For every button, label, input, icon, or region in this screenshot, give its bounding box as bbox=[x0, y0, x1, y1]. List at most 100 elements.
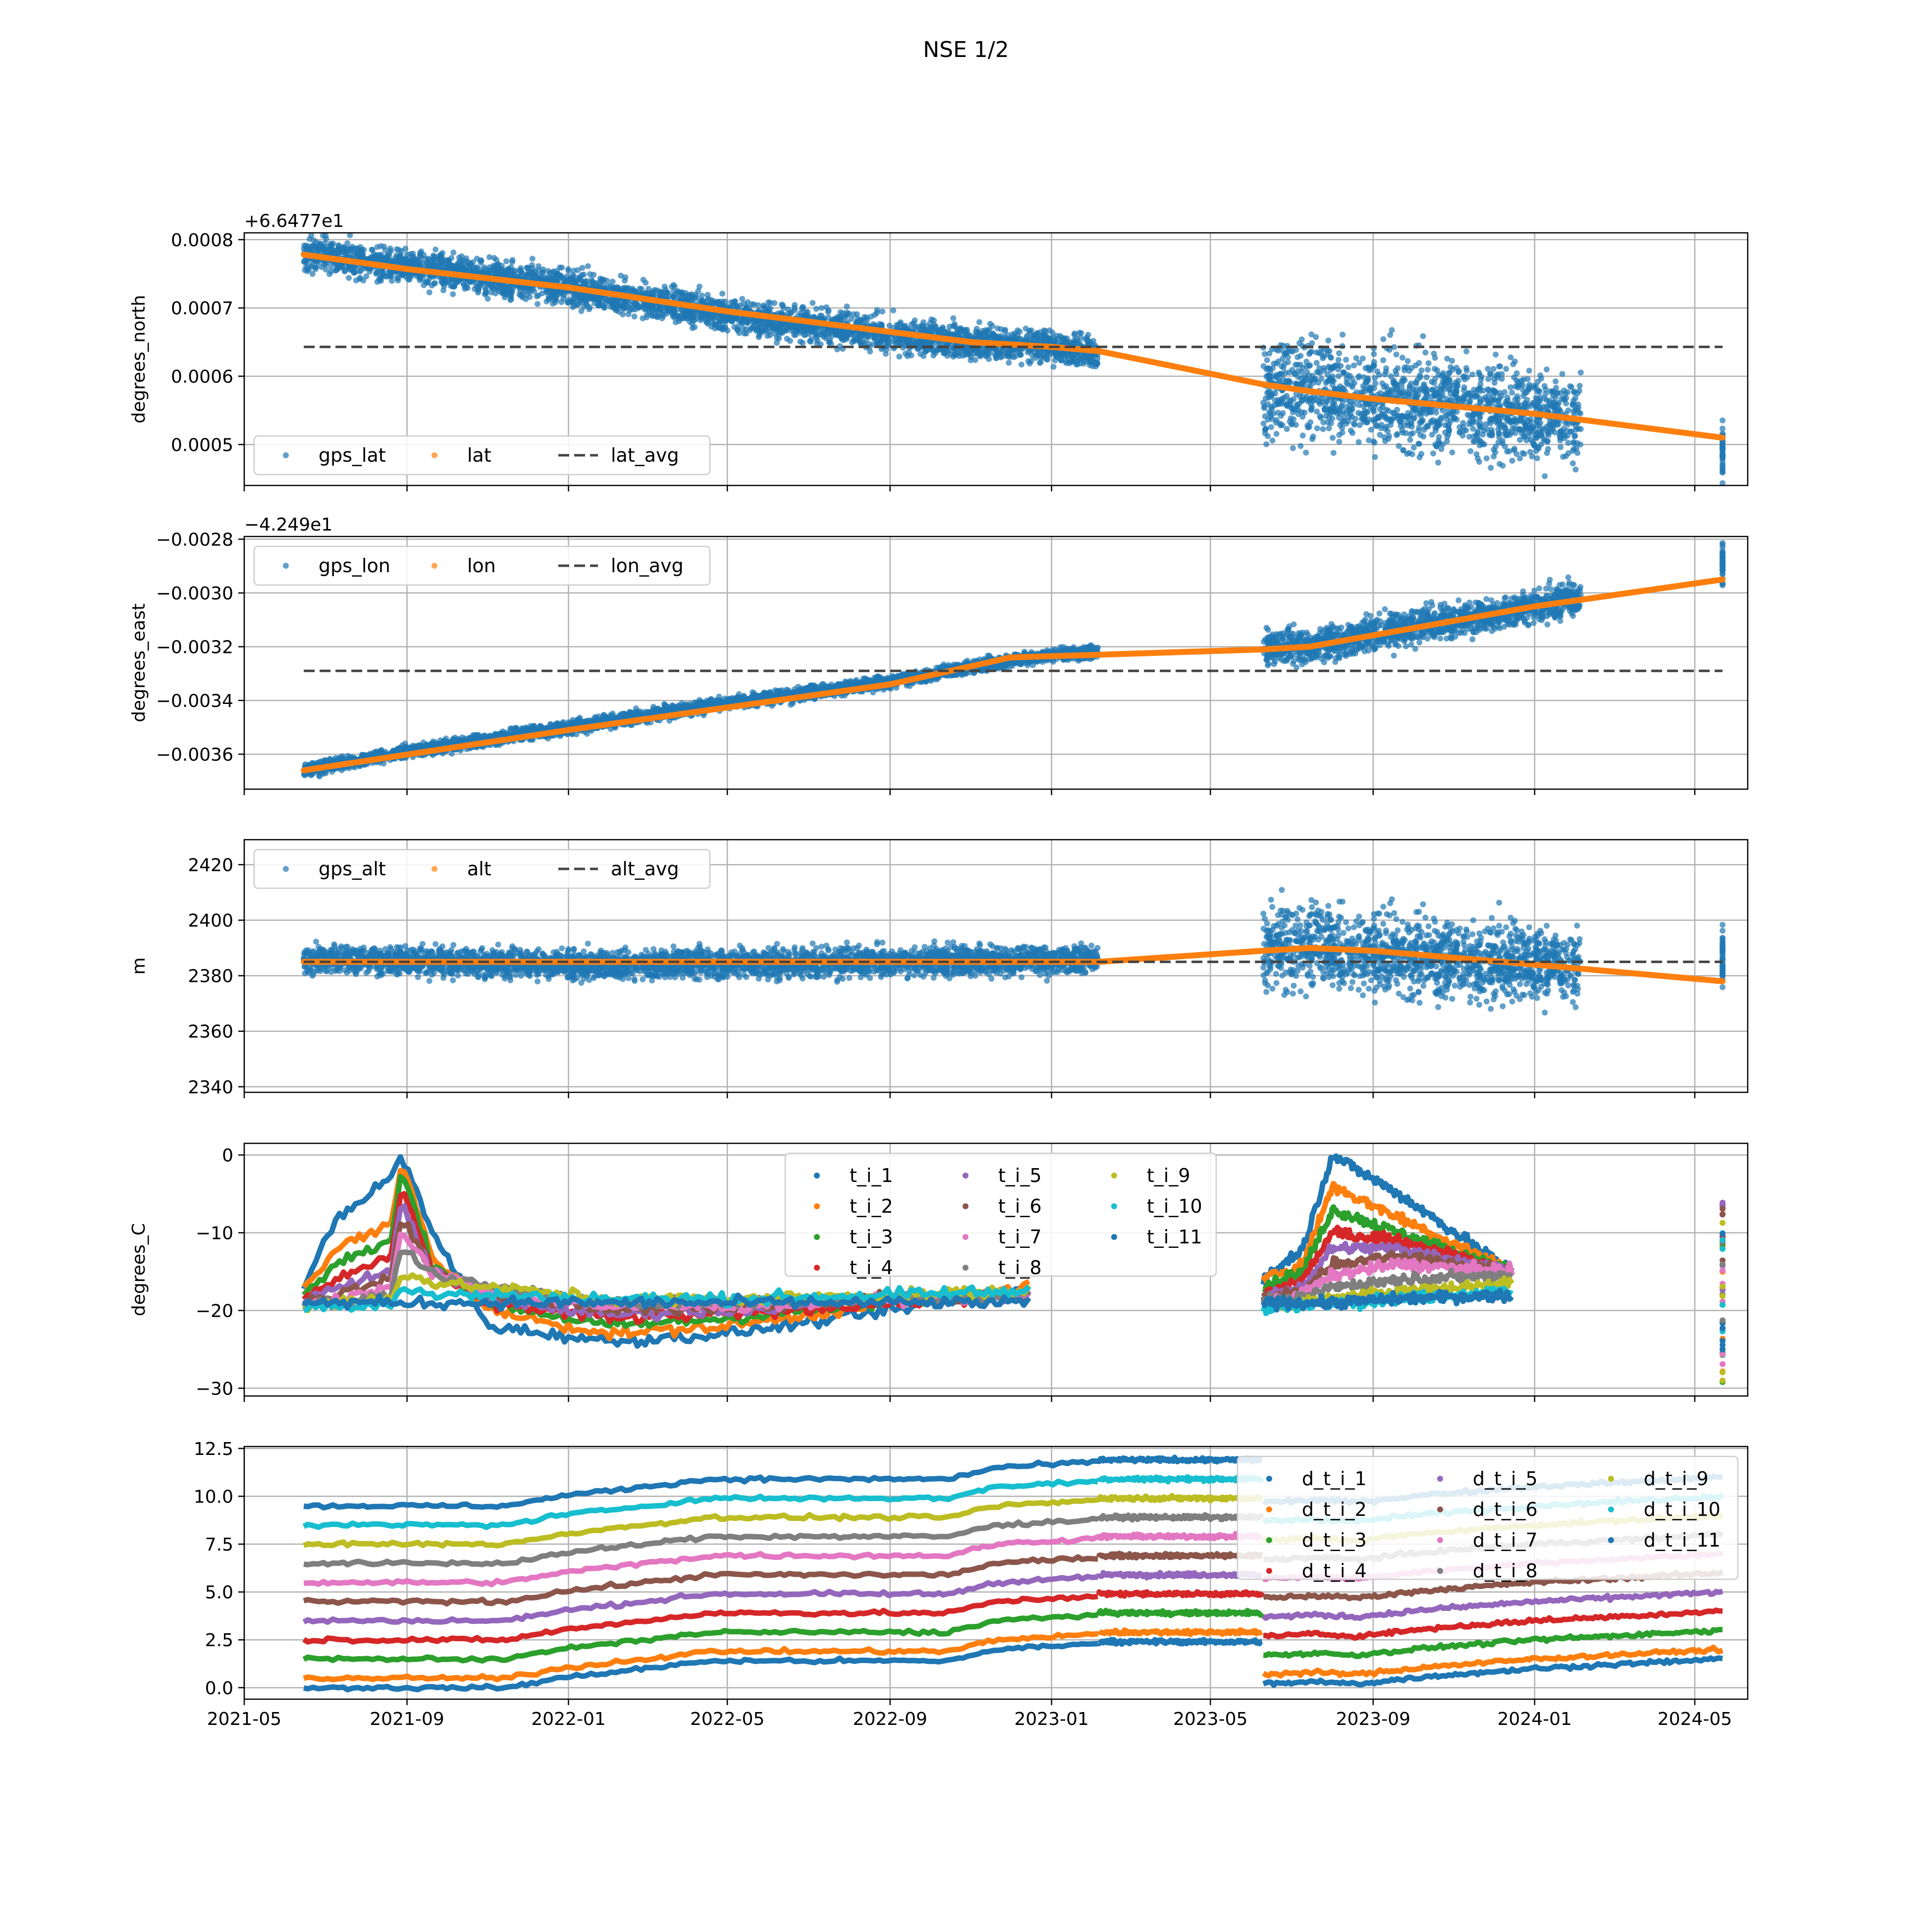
data-point-gps_lat bbox=[1572, 395, 1578, 401]
data-point-gps_lat bbox=[360, 277, 367, 284]
data-point-gps_lat bbox=[328, 268, 334, 274]
data-point-gps_lat bbox=[565, 268, 572, 274]
data-point-gps_lat bbox=[609, 278, 616, 285]
data-point-gps_lat bbox=[1510, 447, 1517, 453]
data-point-gps_lat bbox=[587, 271, 593, 277]
data-point-gps_lat bbox=[340, 249, 347, 255]
data-point-gps_lat bbox=[1308, 395, 1315, 401]
data-point-gps_lat bbox=[540, 266, 546, 272]
data-point-gps_lat bbox=[1428, 393, 1435, 400]
data-point-gps_lat bbox=[757, 323, 763, 330]
data-point-gps_lat bbox=[1286, 377, 1292, 384]
data-point-gps_lat bbox=[518, 269, 524, 276]
data-point-gps_lat bbox=[1499, 376, 1505, 382]
data-point-gps_lat bbox=[1460, 424, 1466, 430]
data-point-gps_lat bbox=[1448, 364, 1454, 370]
data-point-gps_lat bbox=[1485, 376, 1492, 382]
data-point-gps_lat bbox=[784, 335, 790, 342]
data-point-gps_lat bbox=[956, 329, 962, 335]
data-point-gps_lat bbox=[1541, 383, 1548, 389]
data-point-gps_lat bbox=[1314, 425, 1320, 431]
data-point-gps_lat bbox=[581, 293, 588, 300]
data-point-gps_lat bbox=[1389, 327, 1395, 333]
data-point-gps_lat bbox=[357, 268, 363, 275]
data-point-gps_lat bbox=[699, 292, 705, 299]
data-point-gps_lat bbox=[1478, 424, 1485, 430]
data-point-gps_lat bbox=[1372, 416, 1379, 422]
data-point-gps_lat bbox=[1325, 419, 1331, 426]
data-point-gps_lat bbox=[1383, 365, 1390, 372]
data-point-gps_lat bbox=[346, 275, 352, 281]
data-point-gps_lat bbox=[1514, 383, 1521, 389]
data-point-gps_lat bbox=[703, 320, 710, 325]
data-point-gps_lat bbox=[483, 287, 489, 293]
data-point-gps_lat bbox=[596, 300, 602, 307]
data-point-gps_lat bbox=[1557, 437, 1563, 444]
data-point-gps_lat bbox=[1436, 434, 1442, 440]
data-point-gps_lat bbox=[432, 246, 439, 253]
data-point-gps_lat bbox=[1534, 388, 1541, 395]
data-point-gps_lat bbox=[1418, 387, 1425, 393]
data-point-gps_lat bbox=[1461, 376, 1468, 382]
data-point-gps_lat bbox=[1286, 397, 1292, 403]
data-point-gps_lat bbox=[1085, 340, 1092, 346]
data-point-gps_lat bbox=[1372, 380, 1379, 387]
data-point-gps_lat bbox=[612, 297, 618, 304]
data-point-gps_lat bbox=[320, 233, 326, 239]
data-point-gps_lat bbox=[959, 347, 966, 354]
data-point-gps_lat bbox=[451, 283, 458, 289]
data-point-gps_lat bbox=[431, 280, 437, 287]
data-point-gps_lat bbox=[1321, 405, 1328, 412]
data-point-gps_lat bbox=[739, 296, 746, 302]
data-point-gps_lat bbox=[1495, 397, 1502, 404]
data-point-gps_lat bbox=[1572, 466, 1579, 473]
data-point-gps_lat bbox=[553, 278, 560, 284]
data-point-gps_lat bbox=[1394, 432, 1400, 438]
data-point-gps_lat bbox=[656, 305, 662, 312]
data-point-gps_lat bbox=[1473, 392, 1479, 399]
data-point-gps_lat bbox=[825, 307, 832, 314]
data-point-gps_lat bbox=[387, 245, 393, 252]
data-point-gps_lat bbox=[307, 245, 314, 252]
data-point-gps_lat bbox=[1330, 450, 1337, 456]
data-point-gps_lat bbox=[1449, 358, 1455, 364]
data-point-gps_lat bbox=[633, 290, 639, 296]
data-point-gps_lat bbox=[1017, 352, 1023, 358]
data-point-gps_lat bbox=[369, 247, 376, 253]
data-point-gps_lat bbox=[323, 244, 329, 251]
data-point-gps_lat bbox=[616, 309, 622, 315]
data-point-gps_lat bbox=[1280, 376, 1287, 382]
data-point-gps_lat bbox=[1410, 390, 1416, 396]
data-point-gps_lat bbox=[490, 263, 496, 269]
data-point-gps_lat bbox=[986, 326, 992, 333]
data-point-gps_lat bbox=[1355, 439, 1362, 445]
data-point-gps_lat bbox=[1576, 382, 1583, 389]
data-point-gps_lat bbox=[454, 263, 461, 269]
data-point-gps_lat bbox=[481, 264, 487, 270]
data-point-gps_lat bbox=[1299, 432, 1306, 439]
data-point-gps_lat bbox=[1527, 403, 1534, 409]
data-point-gps_lat bbox=[697, 283, 702, 290]
data-point-gps_lat bbox=[1028, 358, 1034, 364]
data-point-gps_lat bbox=[985, 333, 991, 340]
data-point-gps_lat bbox=[1573, 445, 1580, 451]
data-point-gps_lat bbox=[931, 321, 937, 327]
data-point-gps_lat bbox=[739, 317, 745, 323]
data-point-gps_lat bbox=[1486, 391, 1492, 398]
data-point-gps_lat bbox=[1534, 455, 1540, 461]
data-point-gps_lat bbox=[1289, 445, 1296, 451]
data-point-gps_lat bbox=[584, 302, 590, 308]
data-point-gps_lat bbox=[400, 271, 406, 277]
data-point-gps_lat bbox=[837, 309, 844, 316]
data-point-gps_lat bbox=[536, 263, 542, 269]
data-point-gps_lat bbox=[1504, 448, 1510, 455]
data-point-gps_lat bbox=[1503, 366, 1509, 372]
data-point-gps_lat bbox=[1061, 352, 1067, 358]
data-point-gps_lat bbox=[640, 276, 646, 283]
data-point-gps_lat bbox=[672, 319, 679, 325]
data-point-gps_lat bbox=[1269, 416, 1275, 422]
data-point-gps_lat bbox=[1321, 353, 1327, 360]
data-point-gps_lat bbox=[1378, 425, 1384, 431]
data-point-gps_lat bbox=[460, 261, 466, 267]
data-point-gps_lat bbox=[625, 311, 632, 318]
